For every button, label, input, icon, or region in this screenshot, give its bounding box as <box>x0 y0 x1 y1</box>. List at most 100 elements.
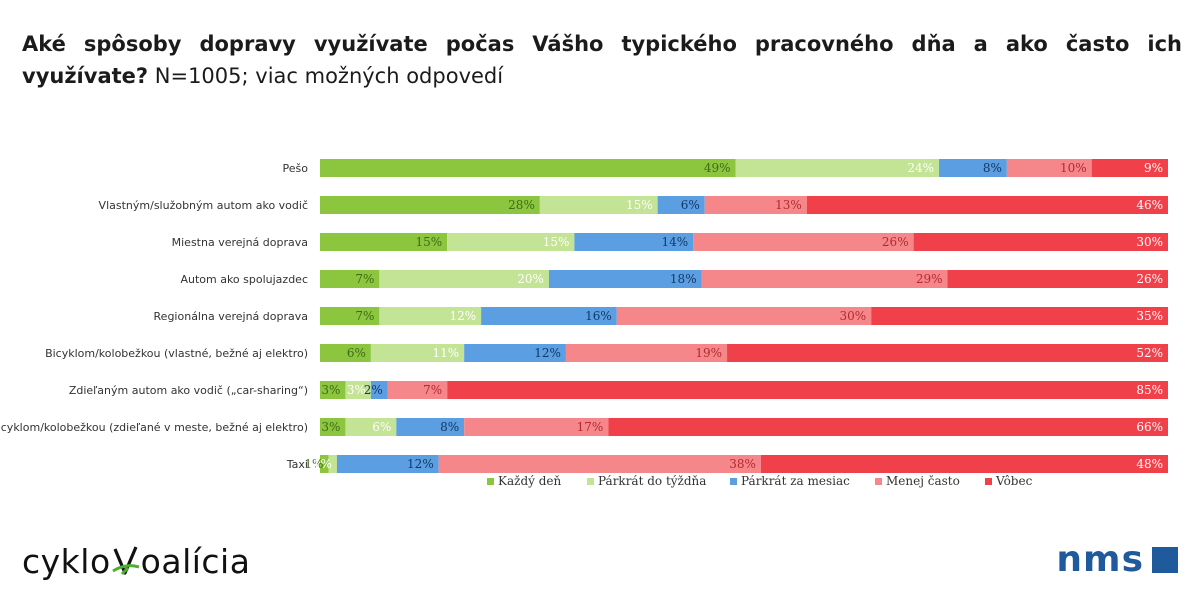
data-label: 3% <box>321 420 340 434</box>
data-label: 18% <box>670 272 697 286</box>
nms-logo-square-icon <box>1152 547 1178 573</box>
data-label: 9% <box>1144 161 1163 175</box>
bar-segment <box>464 344 566 362</box>
data-label: 26% <box>882 235 909 249</box>
category-label: Taxi <box>286 458 308 471</box>
bar-segment <box>370 344 465 362</box>
bar-segment <box>1091 159 1168 177</box>
data-label: 3% <box>321 383 340 397</box>
data-label: 12% <box>449 309 476 323</box>
bar-segment <box>370 381 388 399</box>
bar-segment <box>701 270 948 288</box>
data-label: 2% <box>364 383 383 397</box>
bar-segment <box>320 418 346 436</box>
bar-segment <box>704 196 807 214</box>
bar-segment <box>947 270 1168 288</box>
bar-segment <box>345 418 397 436</box>
data-label: 30% <box>840 309 867 323</box>
data-label: 17% <box>577 420 604 434</box>
logo-left-suffix: oalícia <box>140 541 251 581</box>
stacked-bar-chart: Pešo 49% 24% 8% 10% 9% Vlastným/služobným auto… <box>0 159 1168 488</box>
legend-swatch <box>487 478 494 485</box>
category-label: Pešo <box>283 162 309 175</box>
legend-label: Párkrát za mesiac <box>741 474 850 488</box>
data-label: 13% <box>775 198 802 212</box>
data-label: 85% <box>1136 383 1163 397</box>
bar-segment <box>345 381 371 399</box>
data-label: 12% <box>534 346 561 360</box>
data-label: 26% <box>1136 272 1163 286</box>
legend-label: Vôbec <box>995 474 1033 488</box>
bar-segment <box>320 159 736 177</box>
bar-segment <box>320 233 448 251</box>
bar-segment <box>320 344 371 362</box>
bar-segment <box>379 307 482 325</box>
data-label: 11% <box>432 346 459 360</box>
bar-segment <box>387 381 448 399</box>
bar-segment <box>320 455 329 473</box>
bar-segment <box>548 270 702 288</box>
data-label: 66% <box>1136 420 1163 434</box>
bar-segment <box>871 307 1168 325</box>
bar-segment <box>608 418 1168 436</box>
category-label: Zdieľaným autom ako vodič („car-sharing“… <box>69 384 308 397</box>
data-label: 49% <box>704 161 731 175</box>
data-label: 15% <box>626 198 653 212</box>
data-label: 48% <box>1136 457 1163 471</box>
bar-segment <box>379 270 549 288</box>
bar-segment <box>565 344 728 362</box>
bar-segment <box>320 381 346 399</box>
data-label: 14% <box>661 235 688 249</box>
bar-segment <box>693 233 914 251</box>
bar-segment <box>1006 159 1092 177</box>
legend-swatch <box>587 478 594 485</box>
data-label: 10% <box>1060 161 1087 175</box>
bar-segment <box>447 233 575 251</box>
chart-title-note: N=1005; viac možných odpovedí <box>154 64 504 88</box>
data-label: 20% <box>517 272 544 286</box>
data-label: 46% <box>1136 198 1163 212</box>
cyklokoalicia-logo: cyklo oalícia <box>22 536 250 586</box>
data-label: 19% <box>695 346 722 360</box>
category-label: Vlastným/služobným autom ako vodič <box>99 199 308 212</box>
bar-segment <box>735 159 940 177</box>
data-label: 7% <box>355 272 374 286</box>
data-label: 7% <box>423 383 442 397</box>
data-label: 15% <box>543 235 570 249</box>
legend-swatch <box>875 478 882 485</box>
data-label: 12% <box>407 457 434 471</box>
data-label: 15% <box>416 235 443 249</box>
data-label: 6% <box>372 420 391 434</box>
data-label: 16% <box>585 309 612 323</box>
data-label: 1% <box>313 457 332 471</box>
category-label: Bicyklom/kolobežkou (vlastné, bežné aj e… <box>45 347 308 360</box>
bar-segment <box>320 307 380 325</box>
category-label: Regionálna verejná doprava <box>154 310 308 323</box>
data-label: 7% <box>355 309 374 323</box>
bar-segment <box>447 381 1168 399</box>
data-label: 6% <box>681 198 700 212</box>
logo-left-prefix: cyklo <box>22 541 111 581</box>
logo-v-mark-icon <box>111 541 140 581</box>
legend-swatch <box>985 478 992 485</box>
data-label: 24% <box>907 161 934 175</box>
chart-title-question: Aké spôsoby dopravy využívate počas Vášh… <box>22 32 1182 88</box>
data-label: 8% <box>983 161 1002 175</box>
bar-segment <box>657 196 705 214</box>
bar-segment <box>328 455 337 473</box>
nms-logo: nms <box>1056 540 1178 580</box>
data-label: 6% <box>347 346 366 360</box>
bar-segment <box>396 418 465 436</box>
legend-label: Každý deň <box>498 474 562 488</box>
bar-segment <box>574 233 694 251</box>
category-label: Miestna verejná doprava <box>172 236 308 249</box>
data-label: 52% <box>1136 346 1163 360</box>
data-label: 8% <box>440 420 459 434</box>
bar-segment <box>320 270 380 288</box>
bar-segment <box>336 455 439 473</box>
data-label: 29% <box>916 272 943 286</box>
bar-segment <box>806 196 1168 214</box>
bar-segment <box>539 196 658 214</box>
data-label: 3% <box>347 383 366 397</box>
bar-segment <box>727 344 1168 362</box>
